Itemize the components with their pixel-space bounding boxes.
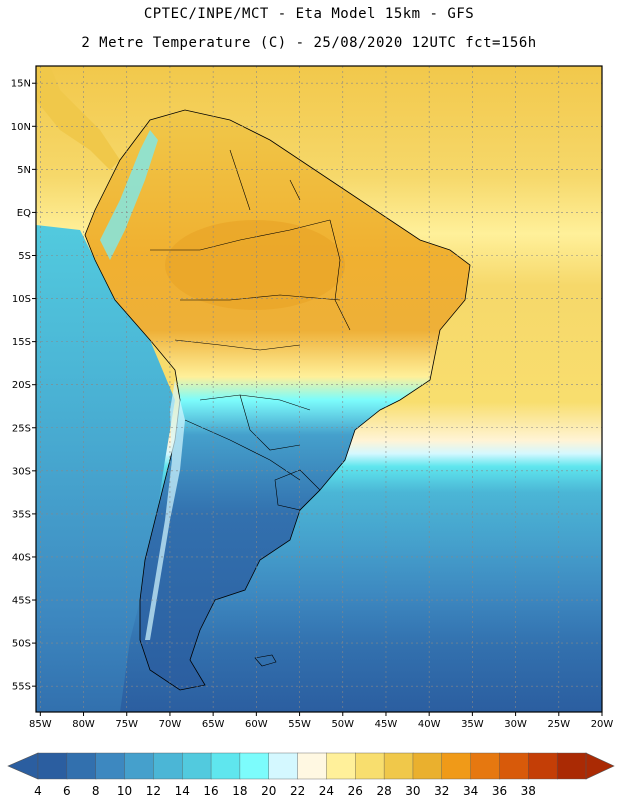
longitude-label: 30W (504, 719, 527, 730)
colorbar-swatch (412, 752, 443, 780)
colorbar-label: 24 (319, 784, 334, 798)
map-subtitle: 2 Metre Temperature (C) - 25/08/2020 12U… (81, 35, 537, 51)
colorbar-swatch (37, 752, 68, 780)
longitude-label: 35W (461, 719, 484, 730)
map-frame (35, 65, 603, 713)
andes-north-cool (100, 130, 158, 260)
longitude-label: 65W (202, 719, 225, 730)
colorbar-label: 34 (463, 784, 478, 798)
colorbar-swatch (528, 752, 558, 780)
longitude-label: 85W (29, 719, 52, 730)
colorbar-swatch (124, 752, 155, 780)
latitude-label: 35S (12, 509, 31, 520)
colorbar-label: 6 (63, 784, 71, 798)
latitude-label: 20S (12, 380, 31, 391)
colorbar-swatch (210, 752, 241, 780)
colorbar-swatch (383, 752, 414, 780)
colorbar-swatch (470, 752, 501, 780)
colorbar-swatch (66, 752, 97, 780)
colorbar-label: 18 (232, 784, 247, 798)
colorbar-swatch (326, 752, 356, 780)
colorbar: 4 6 8 10 12 14 16 18 20 22 24 26 28 30 32 34 36 38 (7, 752, 615, 798)
colorbar-swatch (441, 752, 472, 780)
amazon-hot-core (165, 220, 345, 310)
latitude-label: EQ (17, 208, 31, 219)
colorbar-swatch (239, 752, 270, 780)
falkland-islands (254, 654, 277, 667)
colorbar-label: 32 (434, 784, 449, 798)
latitude-label: 10N (11, 122, 31, 133)
colorbar-swatch (153, 752, 183, 780)
colorbar-swatch (268, 752, 299, 780)
longitude-label: 25W (547, 719, 570, 730)
latitude-label: 5N (17, 165, 31, 176)
colorbar-label: 16 (203, 784, 218, 798)
longitude-label: 55W (288, 719, 311, 730)
pacific-cool-region (36, 225, 175, 712)
colorbar-swatch (499, 752, 530, 780)
latitude-label: 10S (12, 294, 31, 305)
longitude-label: 50W (331, 719, 354, 730)
colorbar-label: 28 (376, 784, 391, 798)
latitude-label: 15N (11, 79, 31, 90)
latitude-label: 40S (12, 552, 31, 563)
latitude-label: 50S (12, 639, 31, 650)
colorbar-swatch (182, 752, 212, 780)
colorbar-swatch (95, 752, 126, 780)
latitude-label: 30S (12, 466, 31, 477)
colorbar-low-arrow (7, 752, 39, 780)
central-america-land (36, 66, 120, 170)
colorbar-label: 4 (34, 784, 42, 798)
longitude-label: 20W (591, 719, 614, 730)
colorbar-label: 14 (175, 784, 190, 798)
colorbar-label: 10 (117, 784, 132, 798)
longitude-label: 80W (72, 719, 95, 730)
colorbar-label: 36 (492, 784, 507, 798)
longitude-label: 40W (418, 719, 441, 730)
colorbar-label: 8 (92, 784, 100, 798)
latitude-label: 25S (12, 423, 31, 434)
latitude-label: 15S (12, 337, 31, 348)
colorbar-swatch (556, 752, 587, 780)
colorbar-label: 12 (146, 784, 161, 798)
colorbar-label: 38 (521, 784, 536, 798)
colorbar-swatch (355, 752, 385, 780)
longitude-label: 45W (375, 719, 398, 730)
colorbar-high-arrow (585, 752, 615, 780)
colorbar-label: 20 (261, 784, 276, 798)
colorbar-label: 26 (348, 784, 363, 798)
latitude-labels: 15N 10N 5N EQ 5S 10S 15S 20S 25S 30S 35S 40S 45S 50S 5… (11, 79, 31, 693)
longitude-label: 70W (159, 719, 182, 730)
latitude-label: 5S (18, 251, 31, 262)
map-title: CPTEC/INPE/MCT - Eta Model 15km - GFS (143, 6, 475, 22)
colorbar-swatch (297, 752, 328, 780)
longitude-label: 75W (115, 719, 138, 730)
colorbar-label: 22 (290, 784, 305, 798)
longitude-label: 60W (245, 719, 268, 730)
longitude-labels: 85W 80W 75W 70W 65W 60W 55W 50W 45W 40W 35W 30W 25W 2… (29, 719, 613, 730)
colorbar-label: 30 (405, 784, 420, 798)
latitude-label: 45S (12, 596, 31, 607)
lat-lon-grid (32, 66, 603, 716)
latitude-label: 55S (12, 682, 31, 693)
andes-south-cool (145, 380, 185, 640)
country-borders (150, 149, 351, 511)
